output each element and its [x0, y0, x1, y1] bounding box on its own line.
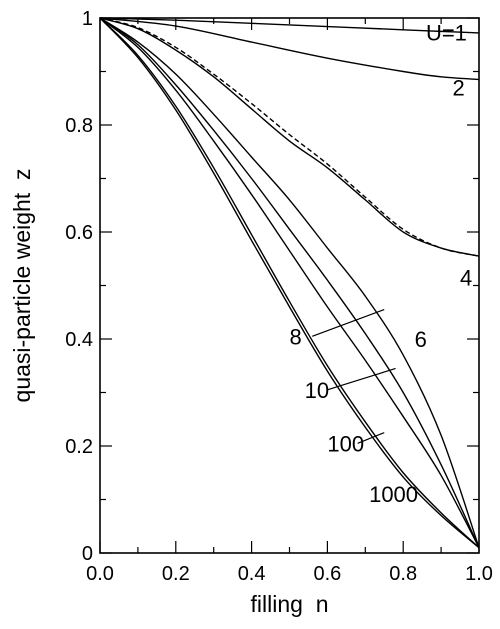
curve-label-8: 8: [290, 324, 302, 349]
leader-line-8: [312, 309, 385, 337]
axis-ticks-group: [99, 17, 480, 554]
y-tick-label: 0.2: [65, 436, 93, 458]
curve-labels-group: U=1 2 4 6 8 10 100 1000: [290, 20, 473, 507]
y-tick-label: 0.6: [65, 222, 93, 244]
x-tick-label: 1.0: [465, 563, 493, 585]
series-line-6: [99, 17, 480, 548]
plot-frame: [99, 17, 480, 554]
tick-labels-group: 0.0 0.2 0.4 0.6 0.8 1.0 0 0.2 0.4 0.6 0.8 1: [65, 8, 493, 585]
series-line-2: [99, 17, 480, 81]
curve-label-u-1: U=1: [426, 20, 467, 45]
curve-label-100: 100: [327, 431, 364, 456]
x-tick-label: 0.6: [313, 563, 341, 585]
curves-group: [99, 17, 480, 549]
y-tick-label: 0: [82, 543, 93, 565]
curve-label-2: 2: [452, 76, 464, 101]
series-line-1000: [99, 17, 480, 549]
leader-line-10: [327, 367, 396, 391]
x-axis-title: filling n: [251, 591, 329, 617]
y-tick-label: 1: [82, 8, 93, 30]
series-line-8: [99, 17, 480, 548]
series-line-reference-dashed: [99, 17, 480, 257]
x-tick-label: 0.0: [86, 563, 114, 585]
series-line-4: [99, 17, 480, 257]
curve-label-4: 4: [460, 266, 472, 291]
curve-label-1000: 1000: [369, 482, 418, 507]
leader-line-100: [357, 432, 385, 444]
y-tick-label: 0.8: [65, 115, 93, 137]
x-tick-label: 0.2: [162, 563, 190, 585]
series-line-100: [99, 17, 480, 549]
curve-label-10: 10: [305, 378, 329, 403]
leader-lines-group: [312, 309, 396, 444]
y-axis-title: quasi-particle weight z: [9, 169, 35, 403]
x-tick-label: 0.8: [389, 563, 417, 585]
x-tick-label: 0.4: [238, 563, 266, 585]
y-tick-label: 0.4: [65, 329, 93, 351]
curve-label-6: 6: [415, 327, 427, 352]
series-line-10: [99, 17, 480, 548]
